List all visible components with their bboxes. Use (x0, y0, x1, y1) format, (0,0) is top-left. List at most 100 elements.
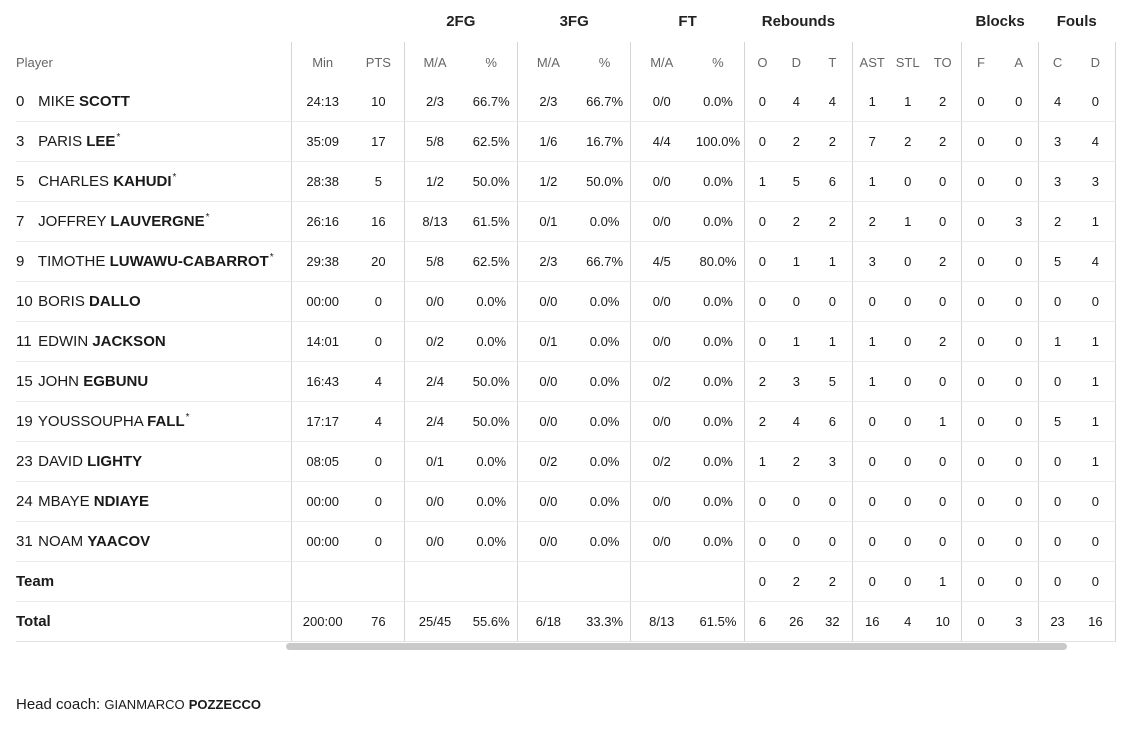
stat-fg2-pct: 50.0% (465, 161, 518, 202)
stat-ast: 1 (852, 82, 892, 122)
player-name-cell[interactable]: 24 MBAYE NDIAYE (16, 481, 292, 522)
stat-stl: 1 (891, 201, 925, 242)
col-min[interactable]: Min (291, 42, 354, 82)
team-fd: 0 (1076, 561, 1116, 602)
stat-stl: 0 (891, 361, 925, 402)
player-name-cell[interactable]: 7 JOFFREY LAUVERGNE* (16, 201, 292, 242)
stat-d: 3 (780, 361, 813, 402)
stat-bf: 0 (961, 121, 1000, 162)
stat-ft-ma: 0/0 (630, 521, 693, 562)
group-fouls: Fouls (1056, 12, 1097, 30)
stat-fd: 1 (1076, 441, 1116, 482)
stat-pts: 0 (353, 521, 405, 562)
col-to[interactable]: TO (933, 54, 952, 70)
stat-ast: 0 (852, 521, 892, 562)
player-last-name: DALLO (89, 293, 141, 310)
horizontal-scrollbar[interactable] (286, 643, 1067, 650)
stat-pts: 16 (353, 201, 405, 242)
player-row: 15 JOHN EGBUNU 16:43 4 2/4 50.0% 0/0 0.0% 0/2 0.… (16, 361, 1116, 402)
player-name-cell[interactable]: 11 EDWIN JACKSON (16, 321, 292, 362)
player-first-name: BORIS (38, 293, 85, 310)
boxscore-scroll-area[interactable]: 2FG 3FG FT Rebounds Blocks Fouls Player … (16, 0, 1116, 660)
col-3fg-pct[interactable]: % (598, 54, 611, 70)
total-pir: 7 (1114, 601, 1116, 642)
col-blk-a[interactable]: A (1014, 54, 1024, 70)
player-name-cell[interactable]: 31 NOAM YAACOV (16, 521, 292, 562)
col-blk-f[interactable]: F (961, 42, 1000, 82)
player-first-name: CHARLES (38, 173, 110, 190)
stat-d: 2 (780, 441, 813, 482)
player-name-cell[interactable]: 9 TIMOTHE LUWAWU-CABARROT* (16, 241, 292, 282)
stat-d: 2 (780, 201, 813, 242)
stat-ba: 3 (999, 201, 1039, 242)
col-stl[interactable]: STL (895, 54, 920, 70)
stat-pts: 17 (353, 121, 405, 162)
stat-t: 0 (812, 481, 853, 522)
col-2fg-ma[interactable]: M/A (403, 42, 466, 82)
stat-fg2-ma: 2/4 (403, 361, 466, 402)
stat-bf: 0 (961, 441, 1000, 482)
stat-fc: 0 (1037, 481, 1077, 522)
stat-fg3-ma: 2/3 (516, 241, 579, 282)
player-number: 9 (16, 253, 25, 270)
boxscore-table: 2FG 3FG FT Rebounds Blocks Fouls Player … (16, 0, 1116, 642)
player-name-cell[interactable]: 23 DAVID LIGHTY (16, 441, 292, 482)
stat-fg2-pct: 0.0% (465, 481, 518, 522)
stat-ft-pct: 0.0% (692, 321, 745, 362)
col-reb-d[interactable]: D (791, 54, 802, 70)
col-foul-d[interactable]: D (1090, 54, 1101, 70)
col-pts[interactable]: PTS (365, 54, 391, 70)
player-name-cell[interactable]: 0 MIKE SCOTT (16, 82, 292, 122)
player-row: 10 BORIS DALLO 00:00 0 0/0 0.0% 0/0 0.0% 0/0 0.0… (16, 281, 1116, 322)
stat-t: 6 (812, 401, 853, 442)
col-pir[interactable]: PI (1114, 42, 1116, 82)
stat-ft-pct: 100.0% (692, 121, 745, 162)
team-d: 2 (780, 561, 813, 602)
group-blocks: Blocks (975, 12, 1025, 30)
player-number: 19 (16, 413, 33, 430)
player-name-cell[interactable]: 5 CHARLES KAHUDI* (16, 161, 292, 202)
col-reb-t[interactable]: T (828, 54, 837, 70)
col-reb-o[interactable]: O (743, 42, 781, 82)
col-ft-ma[interactable]: M/A (630, 42, 693, 82)
col-3fg-ma[interactable]: M/A (516, 42, 579, 82)
team-t: 2 (812, 561, 853, 602)
stat-fd: 3 (1076, 161, 1116, 202)
player-name-cell[interactable]: 10 BORIS DALLO (16, 281, 292, 322)
stat-fg3-pct: 16.7% (578, 121, 631, 162)
stat-ast: 0 (852, 281, 892, 322)
col-foul-c[interactable]: C (1037, 42, 1077, 82)
stat-ba: 0 (999, 281, 1039, 322)
head-coach-first: GIANMARCO (104, 697, 185, 712)
stat-fg2-ma: 0/0 (403, 281, 466, 322)
stat-fd: 1 (1076, 361, 1116, 402)
stat-ft-pct: 0.0% (692, 441, 745, 482)
col-ft-pct[interactable]: % (712, 54, 724, 70)
stat-stl: 0 (891, 401, 925, 442)
stat-o: 0 (743, 521, 781, 562)
stat-fg3-ma: 0/1 (516, 321, 579, 362)
stat-o: 0 (743, 481, 781, 522)
col-2fg-pct[interactable]: % (485, 54, 497, 70)
stat-fg2-pct: 62.5% (465, 121, 518, 162)
stat-ft-pct: 0.0% (692, 481, 745, 522)
player-name-cell[interactable]: 3 PARIS LEE* (16, 121, 292, 162)
stat-fg3-ma: 1/2 (516, 161, 579, 202)
col-player[interactable]: Player (16, 54, 53, 70)
stat-ft-ma: 0/0 (630, 321, 693, 362)
stat-t: 5 (812, 361, 853, 402)
stat-to: 0 (924, 281, 962, 322)
stat-fc: 0 (1037, 441, 1077, 482)
player-first-name: NOAM (38, 533, 84, 550)
stat-t: 4 (812, 82, 853, 122)
total-label: Total (16, 601, 292, 642)
stat-fg2-pct: 0.0% (465, 321, 518, 362)
stat-fg3-pct: 0.0% (578, 521, 631, 562)
col-ast[interactable]: AST (852, 42, 892, 82)
stat-fg3-ma: 0/0 (516, 481, 579, 522)
player-name-cell[interactable]: 15 JOHN EGBUNU (16, 361, 292, 402)
stat-min: 14:01 (291, 321, 354, 362)
player-name-cell[interactable]: 19 YOUSSOUPHA FALL* (16, 401, 292, 442)
stat-d: 5 (780, 161, 813, 202)
stat-bf: 0 (961, 321, 1000, 362)
